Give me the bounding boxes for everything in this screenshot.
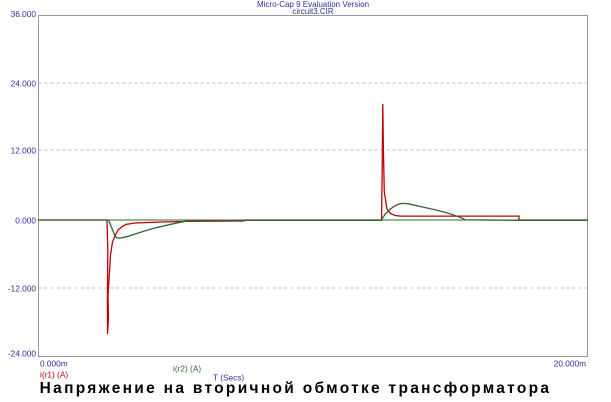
svg-text:circuit3.CIR: circuit3.CIR xyxy=(292,7,334,16)
svg-text:i(r1) (A): i(r1) (A) xyxy=(40,370,68,380)
svg-text:-12.000: -12.000 xyxy=(8,284,37,294)
svg-text:0.000m: 0.000m xyxy=(40,359,68,369)
svg-text:36.000: 36.000 xyxy=(11,9,37,19)
svg-text:20.000m: 20.000m xyxy=(554,359,586,369)
svg-text:-24.000: -24.000 xyxy=(8,349,37,359)
svg-text:12.000: 12.000 xyxy=(11,146,37,156)
svg-text:i(r2) (A): i(r2) (A) xyxy=(173,364,201,374)
svg-text:24.000: 24.000 xyxy=(11,79,37,89)
svg-text:0.000: 0.000 xyxy=(15,216,36,226)
